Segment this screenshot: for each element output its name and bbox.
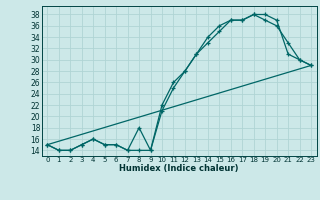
- X-axis label: Humidex (Indice chaleur): Humidex (Indice chaleur): [119, 164, 239, 173]
